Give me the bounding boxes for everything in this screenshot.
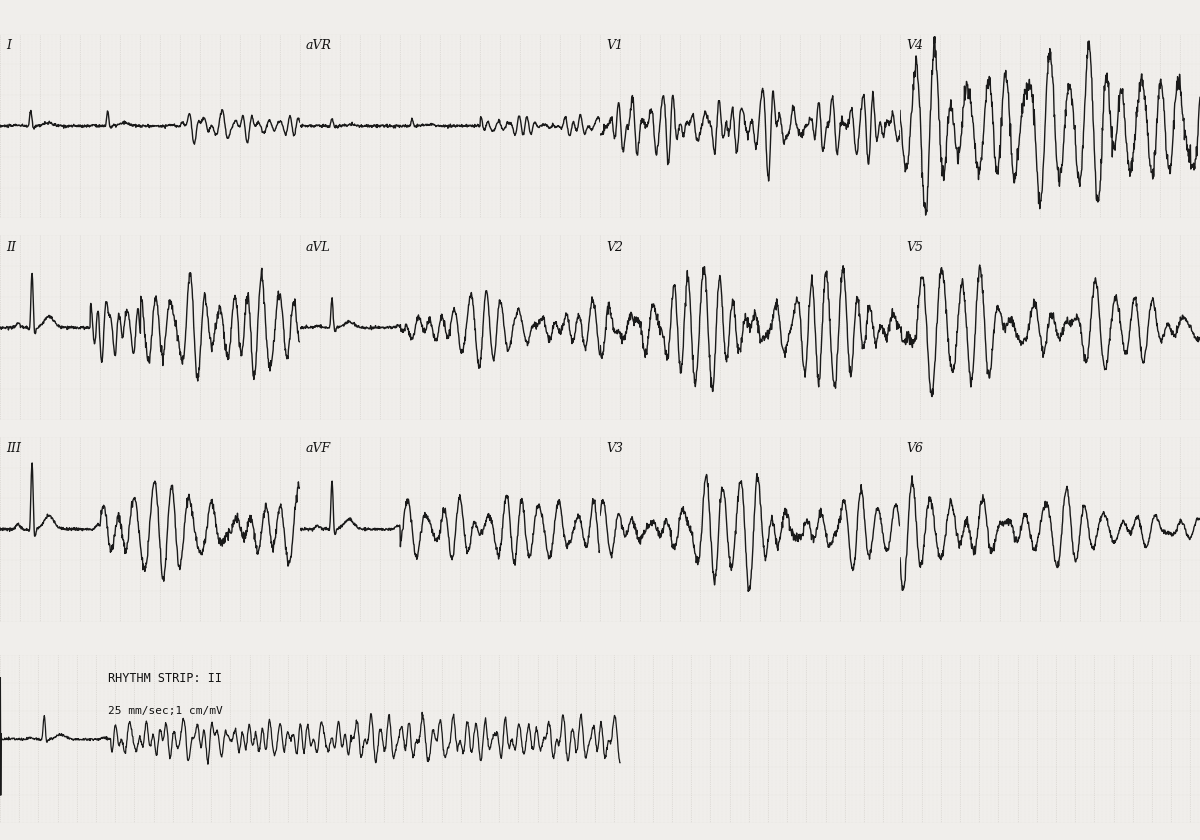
- Text: I: I: [6, 39, 11, 52]
- Text: III: III: [6, 443, 22, 455]
- Text: aVR: aVR: [306, 39, 332, 52]
- Text: RHYTHM STRIP: II: RHYTHM STRIP: II: [108, 672, 222, 685]
- Text: aVL: aVL: [306, 241, 331, 254]
- Text: V1: V1: [606, 39, 623, 52]
- Text: 25 mm/sec;1 cm/mV: 25 mm/sec;1 cm/mV: [108, 706, 223, 716]
- Text: V3: V3: [606, 443, 623, 455]
- Text: V6: V6: [906, 443, 923, 455]
- Text: V2: V2: [606, 241, 623, 254]
- Text: V4: V4: [906, 39, 923, 52]
- Text: V5: V5: [906, 241, 923, 254]
- Text: II: II: [6, 241, 16, 254]
- Text: aVF: aVF: [306, 443, 331, 455]
